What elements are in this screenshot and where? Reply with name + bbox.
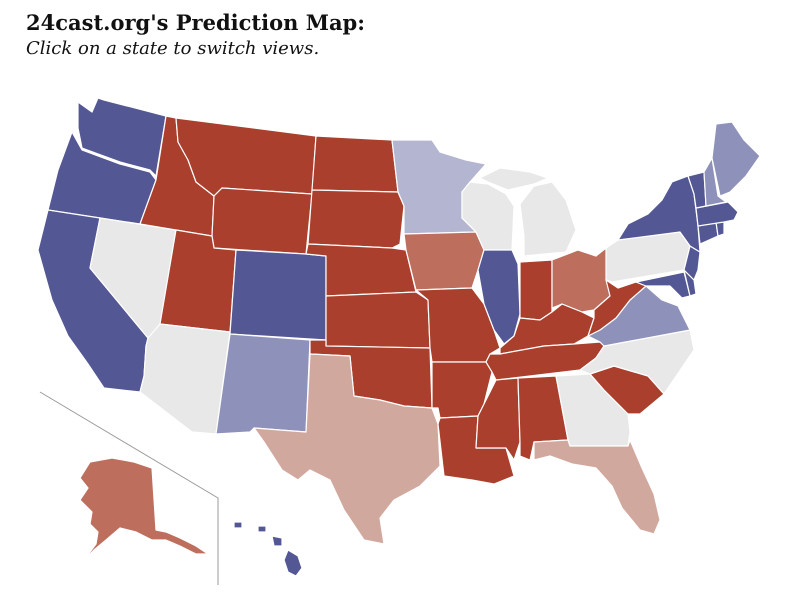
state-AZ[interactable] bbox=[139, 323, 231, 435]
state-AK[interactable] bbox=[79, 457, 209, 561]
map-header: 24cast.org's Prediction Map: Click on a … bbox=[26, 10, 365, 62]
state-NM[interactable] bbox=[215, 333, 311, 435]
state-ME[interactable] bbox=[711, 121, 761, 197]
state-MI[interactable] bbox=[519, 181, 577, 257]
state-HI-kauai[interactable] bbox=[233, 521, 243, 529]
state-IA[interactable] bbox=[403, 231, 485, 291]
state-RI[interactable] bbox=[715, 221, 725, 237]
inset-divider bbox=[39, 391, 219, 585]
page-title: 24cast.org's Prediction Map: bbox=[26, 10, 365, 35]
state-WY[interactable] bbox=[211, 187, 313, 255]
state-OH[interactable] bbox=[551, 247, 611, 313]
state-ND[interactable] bbox=[311, 135, 399, 193]
state-MA[interactable] bbox=[695, 201, 739, 227]
state-SD[interactable] bbox=[307, 189, 405, 249]
state-OR[interactable] bbox=[47, 131, 157, 225]
state-HI-maui[interactable] bbox=[271, 535, 283, 547]
state-MI-upper[interactable] bbox=[479, 167, 549, 191]
state-NC[interactable] bbox=[579, 329, 695, 395]
state-HI-oahu[interactable] bbox=[257, 525, 267, 533]
state-TX[interactable] bbox=[253, 353, 441, 545]
state-WI[interactable] bbox=[461, 181, 515, 251]
state-CO[interactable] bbox=[229, 249, 327, 341]
state-KS[interactable] bbox=[325, 291, 431, 349]
state-WA[interactable] bbox=[77, 97, 167, 177]
state-FL[interactable] bbox=[533, 439, 661, 535]
state-HI[interactable] bbox=[283, 549, 303, 577]
state-NH[interactable] bbox=[703, 157, 727, 207]
hawaii-group bbox=[233, 521, 303, 577]
state-IN[interactable] bbox=[519, 259, 553, 321]
page-subtitle: Click on a state to switch views. bbox=[26, 38, 320, 59]
state-VT[interactable] bbox=[687, 171, 707, 209]
